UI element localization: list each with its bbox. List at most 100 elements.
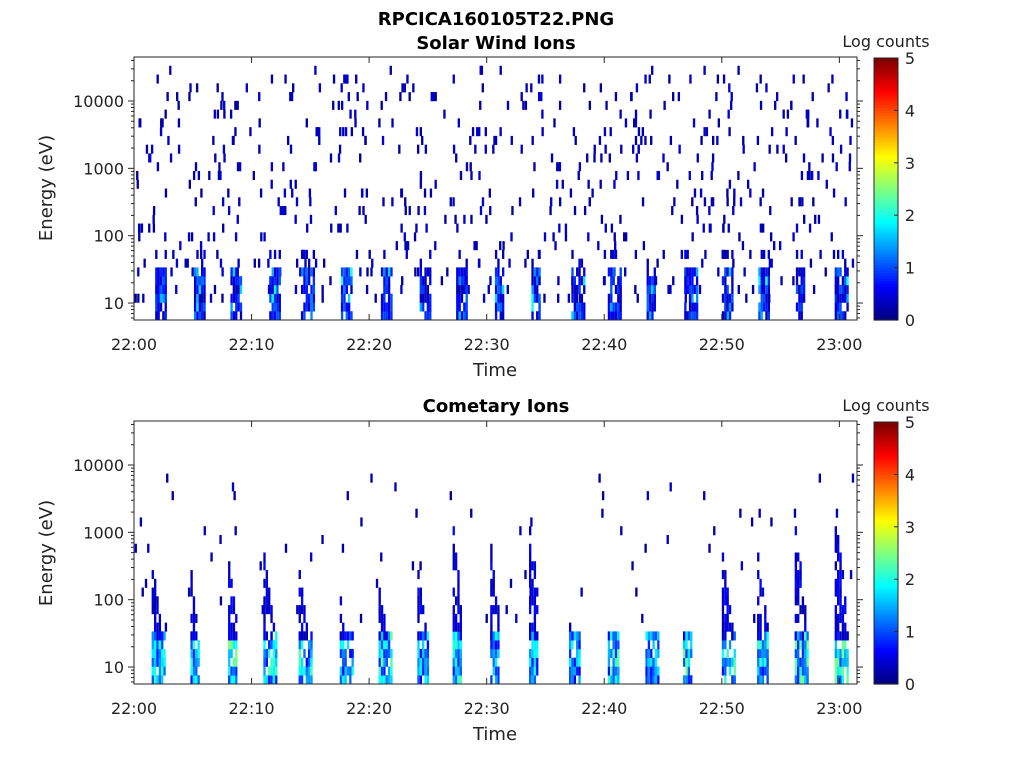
spectrogram-cell [798,302,801,312]
spectrogram-cell [176,92,179,102]
spectrogram-cell [837,578,840,588]
colorbar-segment [874,545,898,549]
spectrogram-cell [192,622,196,632]
spectrogram-cell [272,622,276,632]
spectrogram-cell [710,170,713,181]
spectrogram-cell [632,144,635,154]
colorbar-segment [874,649,898,654]
spectrogram-cell [850,118,854,128]
spectrogram-cell [339,223,342,233]
spectrogram-cell [794,666,798,676]
spectrogram-cell [161,666,164,676]
spectrogram-cell [688,276,692,286]
spectrogram-cell [303,631,306,641]
spectrogram-cell [385,675,388,685]
spectrogram-cell [688,302,692,312]
spectrogram-cell [757,675,760,685]
spectrogram-cell [769,232,773,242]
spectrogram-cell [598,135,602,145]
spectrogram-cell [389,65,392,75]
spectrogram-cell [571,293,574,303]
spectrogram-cell [232,293,236,303]
spectrogram-cell [197,675,200,685]
spectrogram-cell [607,267,611,277]
spectrogram-cell [524,100,528,110]
spectrogram-cell [721,293,725,303]
colorbar-segment [874,495,898,499]
colorbar-segment [874,497,898,502]
spectrogram-cell [380,648,384,658]
colorbar-segment [874,432,898,436]
spectrogram-cell [654,675,658,685]
spectrogram-cell [587,179,590,189]
spectrogram-cell [690,640,693,650]
spectrogram-cell [419,267,423,277]
spectrogram-cell [648,293,652,303]
spectrogram-cell [785,127,788,137]
spectrogram-cell [688,293,692,303]
spectrogram-cell [834,543,838,553]
spectrogram-cell [263,232,266,242]
x-tick-label: 22:00 [111,699,157,718]
spectrogram-cell [733,631,736,641]
spectrogram-cell [593,144,596,154]
spectrogram-cell [354,109,357,119]
spectrogram-cell [212,135,215,145]
spectrogram-cell [573,675,577,685]
colorbar-segment [874,513,898,517]
spectrogram-cell [162,293,165,303]
colorbar-segment [874,309,898,313]
spectrogram-cell [387,267,391,277]
spectrogram-cell [210,552,213,562]
spectrogram-cell [762,267,766,277]
spectrogram-cell [383,631,386,641]
spectrogram-cell [298,570,301,580]
colorbar-segment [874,511,898,515]
spectrogram-cell [232,267,236,277]
spectrogram-cell [529,543,532,553]
spectrogram-cell [238,197,241,207]
spectrogram-cell [303,311,306,321]
spectrogram-cell [839,267,842,277]
colorbar-segment [874,178,898,182]
spectrogram-cell [499,241,502,251]
spectrogram-cell [834,675,838,685]
spectrogram-cell [600,214,604,224]
spectrogram-cell [684,293,687,303]
spectrogram-cell [484,144,487,154]
spectrogram-cell [753,162,756,172]
spectrogram-cell [804,640,807,650]
spectrogram-cell [662,249,665,259]
x-tick-label: 22:50 [699,699,745,718]
spectrogram-cell [839,596,842,606]
spectrogram-cell [620,144,623,154]
spectrogram-cell [794,587,798,597]
spectrogram-cell [340,83,343,93]
spectrogram-cell [312,284,316,294]
spectrogram-cell [647,631,651,641]
spectrogram-cell [344,657,347,667]
spectrogram-cell [497,631,500,641]
spectrogram-cell [762,293,766,303]
spectrogram-cell [203,311,206,321]
spectrogram-cell [576,267,579,277]
spectrogram-cell [457,666,460,676]
spectrogram-cell [624,118,628,128]
spectrogram-cell [398,144,401,154]
colorbar-segment [874,461,898,465]
colorbar-segment [874,639,898,643]
spectrogram-cell [571,284,574,294]
spectrogram-cell [700,135,703,145]
colorbar-segment [874,246,898,250]
spectrogram-cell [684,284,687,294]
spectrogram-cell [294,284,298,294]
colorbar-segment [874,76,898,80]
spectrogram-cell [158,657,162,667]
spectrogram-cell [184,258,187,268]
spectrogram-cell [321,293,324,303]
spectrogram-cell [731,276,734,286]
spectrogram-cell [351,666,354,676]
spectrogram-cell [457,596,460,606]
spectrogram-cell [691,267,694,277]
colorbar-segment [874,547,898,551]
